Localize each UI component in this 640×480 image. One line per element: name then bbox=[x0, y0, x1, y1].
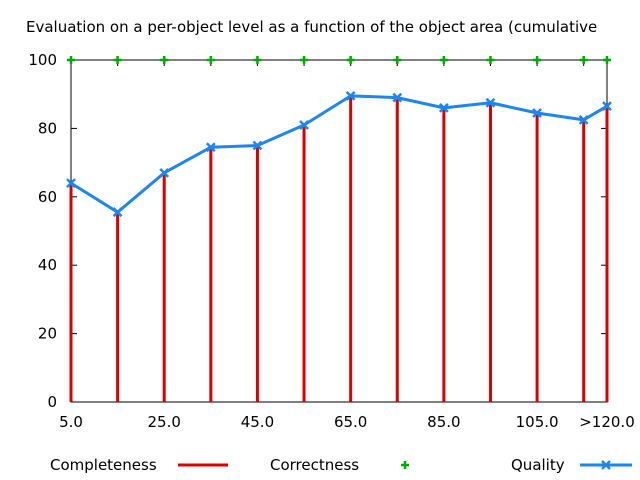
quality-line bbox=[70, 94, 608, 214]
y-tick-label: 40 bbox=[38, 256, 57, 274]
quality-marker-stroke bbox=[66, 178, 76, 189]
quality-point bbox=[532, 108, 542, 118]
x-tick-label: 5.0 bbox=[59, 413, 83, 431]
legend-label-completeness: Completeness bbox=[50, 456, 157, 474]
x-tick-label: 105.0 bbox=[516, 413, 559, 431]
quality-marker-stroke bbox=[485, 97, 496, 108]
quality-series bbox=[66, 91, 612, 218]
correctness-point bbox=[393, 56, 402, 64]
y-tick-label: 0 bbox=[47, 393, 57, 411]
quality-point bbox=[602, 101, 612, 112]
quality-point bbox=[578, 114, 589, 125]
quality-marker-stroke bbox=[345, 91, 356, 101]
legend-label-quality: Quality bbox=[511, 456, 565, 474]
quality-point bbox=[205, 142, 216, 153]
completeness-impulses bbox=[69, 95, 609, 402]
quality-point bbox=[438, 102, 449, 113]
x-tick-label: 25.0 bbox=[148, 413, 181, 431]
legend-label-correctness: Correctness bbox=[270, 456, 359, 474]
correctness-point bbox=[113, 56, 122, 64]
quality-marker-stroke bbox=[438, 102, 449, 113]
quality-marker-stroke bbox=[112, 207, 123, 218]
quality-point bbox=[112, 207, 123, 218]
quality-point bbox=[485, 97, 496, 108]
correctness-point bbox=[206, 56, 215, 64]
chart-title: Evaluation on a per-object level as a fu… bbox=[26, 18, 597, 36]
correctness-point bbox=[486, 56, 495, 64]
legend: Completeness Correctness Quality bbox=[50, 456, 632, 474]
quality-point bbox=[159, 167, 170, 178]
y-tick-label: 100 bbox=[28, 51, 57, 69]
quality-marker-stroke bbox=[532, 108, 542, 118]
quality-point bbox=[299, 120, 309, 130]
x-tick-labels: 5.0 25.0 45.0 65.0 85.0 105.0 >120.0 bbox=[59, 413, 635, 431]
quality-point bbox=[345, 91, 356, 101]
quality-marker-stroke bbox=[602, 101, 612, 112]
quality-point bbox=[392, 92, 403, 103]
correctness-point bbox=[67, 56, 75, 64]
quality-marker-stroke bbox=[205, 142, 216, 153]
y-tick-label: 60 bbox=[38, 188, 57, 206]
x-tick-label: 65.0 bbox=[334, 413, 367, 431]
correctness-point bbox=[439, 56, 448, 64]
correctness-point bbox=[253, 56, 262, 64]
quality-marker-stroke bbox=[299, 120, 309, 130]
x-tick-label: 85.0 bbox=[427, 413, 460, 431]
correctness-point bbox=[579, 56, 588, 64]
y-tick-label: 80 bbox=[38, 119, 57, 137]
correctness-point bbox=[533, 56, 542, 64]
quality-marker-stroke bbox=[392, 92, 403, 103]
x-tick-label: >120.0 bbox=[579, 413, 635, 431]
quality-marker-stroke bbox=[252, 140, 263, 151]
quality-marker-stroke bbox=[578, 114, 589, 125]
y-tick-labels: 0 20 40 60 80 100 bbox=[28, 51, 57, 411]
correctness-point bbox=[160, 56, 169, 64]
correctness-point bbox=[603, 56, 611, 64]
correctness-point bbox=[300, 56, 309, 64]
quality-point bbox=[66, 178, 76, 189]
x-tick-label: 45.0 bbox=[241, 413, 274, 431]
correctness-series bbox=[67, 56, 611, 64]
y-tick-label: 20 bbox=[38, 325, 57, 343]
correctness-point bbox=[346, 56, 355, 64]
quality-point bbox=[252, 140, 263, 151]
quality-marker-stroke bbox=[159, 167, 170, 178]
legend-swatch-quality-marker bbox=[601, 460, 611, 470]
